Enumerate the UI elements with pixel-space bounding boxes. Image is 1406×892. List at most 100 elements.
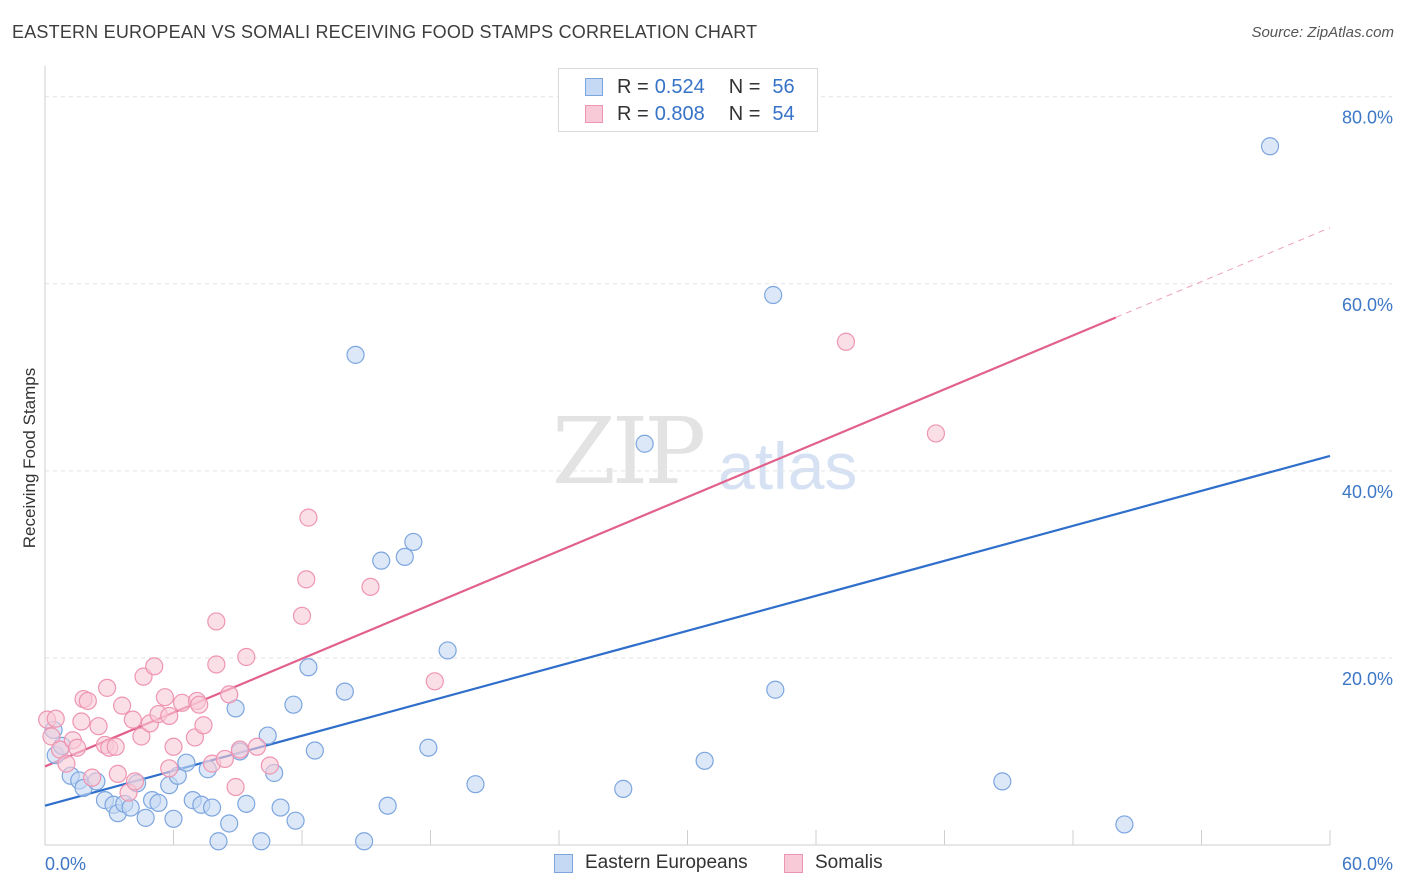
eastern-european-point: [335, 682, 354, 701]
somali-point: [260, 756, 279, 775]
eastern-european-point: [177, 753, 196, 772]
somali-point: [42, 727, 61, 746]
eastern-european-point: [271, 798, 290, 817]
legend-series-label: Somalis: [815, 852, 883, 873]
somali-point: [172, 693, 192, 712]
correlation-legend: R = 0.524 N = 56 R = 0.808 N = 54: [558, 68, 818, 132]
somali-point: [72, 712, 91, 731]
eastern-european-point: [121, 798, 140, 817]
eastern-european-point: [1115, 815, 1134, 834]
eastern-european-point: [635, 434, 654, 453]
eastern-european-point: [237, 794, 256, 813]
legend-item-eastern-europeans[interactable]: Eastern Europeans: [554, 852, 748, 874]
x-tick-label: 0.0%: [45, 854, 86, 874]
somali-point: [98, 678, 117, 697]
eastern-european-point: [404, 532, 423, 552]
axes: [44, 66, 1331, 846]
somali-point: [215, 749, 234, 769]
eastern-european-point: [419, 738, 438, 757]
somali-point: [237, 647, 256, 667]
watermark-atlas: atlas: [718, 429, 858, 503]
eastern-european-point: [372, 551, 391, 570]
legend-n-value: 56: [772, 75, 795, 98]
somali-point: [836, 332, 856, 351]
somali-point: [112, 696, 132, 715]
eastern-european-point: [355, 832, 374, 851]
somali-point: [132, 727, 151, 746]
eastern-european-point: [299, 658, 318, 677]
somali-point: [160, 759, 179, 778]
somali-point: [160, 706, 179, 726]
somali-point: [425, 672, 444, 691]
somali-trend-extension: [1115, 227, 1331, 318]
eastern-european-point: [438, 641, 457, 660]
legend-row-somalis: R = 0.808 N = 54: [585, 102, 795, 126]
trend-lines: [44, 227, 1331, 807]
eastern-european-point: [695, 751, 714, 770]
data-points: [38, 137, 1280, 851]
somali-point: [155, 688, 175, 707]
eastern-european-point: [258, 726, 277, 745]
legend-row-eastern-europeans: R = 0.524 N = 56: [585, 75, 795, 99]
eastern-european-point: [993, 772, 1012, 791]
eastern-european-point: [164, 809, 183, 828]
y-tick-label: 80.0%: [1342, 108, 1393, 128]
somali-point: [78, 691, 97, 711]
chart-title: EASTERN EUROPEAN VS SOMALI RECEIVING FOO…: [12, 22, 758, 42]
legend-r-value: 0.524: [654, 75, 705, 98]
somali-point: [247, 737, 267, 756]
source-label: Source: ZipAtlas.com: [1251, 24, 1394, 41]
somali-point: [207, 612, 226, 631]
somali-point: [226, 777, 245, 797]
somali-point: [230, 740, 249, 759]
somali-point: [123, 710, 142, 729]
watermark-zip: ZIP: [552, 398, 706, 505]
legend-r-value: 0.808: [654, 102, 705, 125]
eastern-european-point: [202, 798, 222, 817]
eastern-european-point: [1260, 137, 1280, 156]
somali-point: [292, 606, 312, 625]
eastern-european-point: [766, 680, 785, 699]
somali-point: [297, 570, 316, 589]
legend-n-label: N =: [728, 75, 761, 98]
somali-point: [207, 655, 226, 674]
y-tick-label: 20.0%: [1342, 669, 1393, 689]
somali-point: [926, 424, 946, 443]
eastern-european-point: [378, 796, 397, 815]
eastern-european-point: [346, 345, 365, 364]
x-tick-label: 60.0%: [1342, 854, 1393, 874]
y-tick-label: 40.0%: [1342, 482, 1393, 502]
blue-swatch-icon: [554, 853, 573, 873]
legend-item-somalis[interactable]: Somalis: [784, 852, 883, 874]
somali-point: [190, 695, 209, 714]
eastern-european-point: [466, 775, 485, 794]
somali-point: [68, 738, 87, 757]
somali-point: [57, 754, 76, 773]
somali-point: [145, 657, 164, 676]
tick-labels: 20.0% 40.0% 60.0% 80.0% 0.0% 60.0%: [45, 108, 1393, 874]
somali-point: [220, 685, 239, 704]
legend-r-label: R =: [617, 102, 649, 125]
pink-swatch-icon: [585, 105, 603, 123]
legend-r-label: R =: [617, 75, 649, 98]
legend-n-value: 54: [772, 102, 795, 125]
grid-lines: [45, 96, 1392, 659]
somali-point: [164, 737, 183, 756]
eastern-european-point: [136, 808, 155, 827]
eastern-european-point: [305, 741, 324, 760]
somali-point: [194, 716, 213, 735]
pink-swatch-icon: [784, 853, 803, 873]
somali-point: [106, 737, 125, 756]
somali-point: [299, 508, 318, 527]
somali-point: [108, 764, 127, 784]
eastern-european-point: [149, 793, 168, 813]
eastern-european-point: [764, 285, 783, 305]
eastern-european-point: [395, 547, 414, 567]
somali-point: [89, 717, 108, 736]
eastern-european-point: [286, 811, 305, 830]
eastern-european-point: [284, 695, 303, 714]
somali-point: [46, 709, 65, 728]
legend-series-label: Eastern Europeans: [585, 852, 748, 873]
y-axis-label: Receiving Food Stamps: [20, 367, 39, 549]
somali-point: [83, 768, 102, 787]
